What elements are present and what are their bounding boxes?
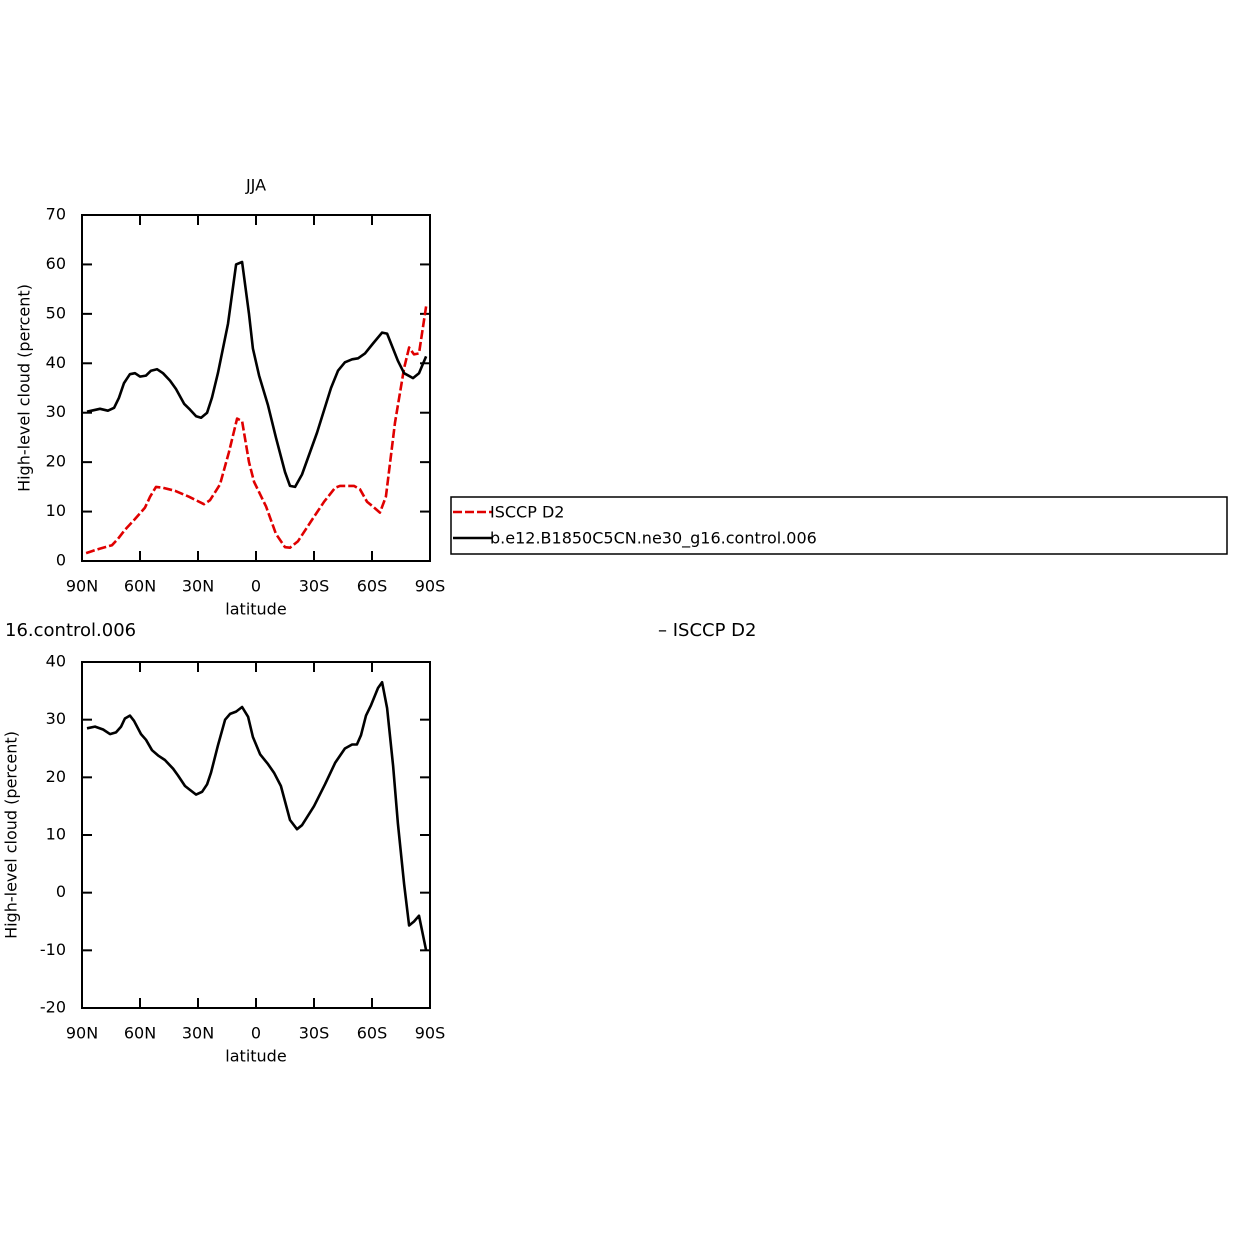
- y-tick-label: 10: [46, 501, 66, 520]
- x-tick-label: 30S: [299, 1024, 330, 1043]
- x-tick-label: 60N: [124, 577, 156, 596]
- y-tick-label: 0: [56, 882, 66, 901]
- x-tick-label: 30N: [182, 577, 214, 596]
- x-tick-label: 60S: [357, 577, 388, 596]
- y-tick-label: -20: [40, 998, 66, 1017]
- y-tick-label: 10: [46, 825, 66, 844]
- y-tick-label: 70: [46, 205, 66, 224]
- chart-title: JJA: [245, 176, 266, 195]
- y-tick-label: 20: [46, 452, 66, 471]
- x-tick-label: 90N: [66, 1024, 98, 1043]
- x-tick-label: 90S: [415, 577, 446, 596]
- data-line: [86, 260, 428, 489]
- y-tick-label: 40: [46, 353, 66, 372]
- y-tick-label: 30: [46, 402, 66, 421]
- y-tick-label: 60: [46, 254, 66, 273]
- x-tick-label: 30N: [182, 1024, 214, 1043]
- y-tick-label: 0: [56, 551, 66, 570]
- chart-title-right: – ISCCP D2: [658, 620, 756, 641]
- y-tick-label: 40: [46, 652, 66, 671]
- legend-label: ISCCP D2: [490, 503, 564, 522]
- x-tick-label: 60N: [124, 1024, 156, 1043]
- y-tick-label: 50: [46, 303, 66, 322]
- y-axis-label: High-level cloud (percent): [2, 731, 21, 939]
- legend-label: b.e12.B1850C5CN.ne30_g16.control.006: [490, 529, 817, 549]
- chart-title-left: 16.control.006: [5, 620, 136, 641]
- y-tick-label: -10: [40, 940, 66, 959]
- y-tick-label: 20: [46, 767, 66, 786]
- x-tick-label: 0: [251, 577, 261, 596]
- y-axis-label: High-level cloud (percent): [15, 284, 34, 492]
- y-tick-label: 30: [46, 709, 66, 728]
- data-line: [85, 306, 428, 555]
- x-tick-label: 30S: [299, 577, 330, 596]
- x-tick-label: 60S: [357, 1024, 388, 1043]
- x-tick-label: 90N: [66, 577, 98, 596]
- x-tick-label: 90S: [415, 1024, 446, 1043]
- legend-box: [450, 496, 1228, 555]
- x-axis-label: latitude: [225, 600, 286, 619]
- x-tick-label: 0: [251, 1024, 261, 1043]
- x-axis-label: latitude: [225, 1047, 286, 1066]
- data-line: [86, 680, 428, 951]
